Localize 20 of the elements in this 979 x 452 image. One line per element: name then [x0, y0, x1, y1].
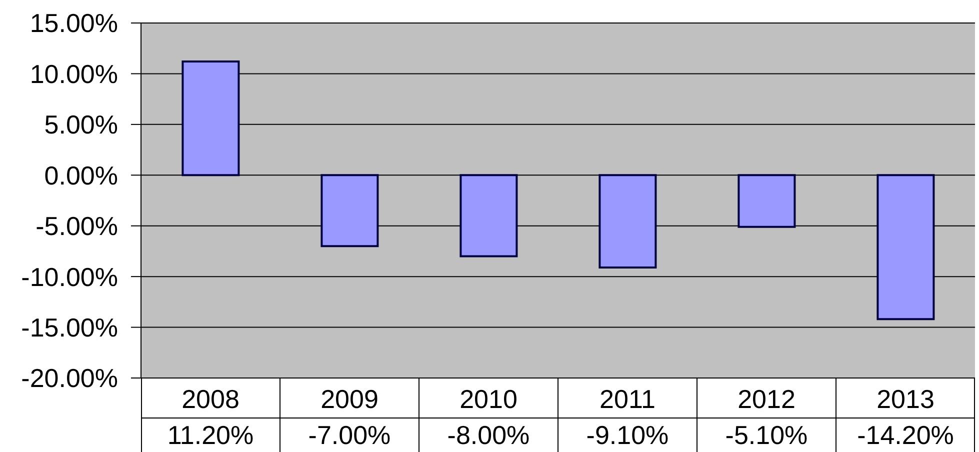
- x-tick-label: 2009: [320, 384, 378, 414]
- x-tick-label: 2008: [182, 384, 240, 414]
- y-tick-label: 0.00%: [44, 160, 118, 190]
- x-tick-label: 2010: [460, 384, 518, 414]
- x-tick-label: 2012: [738, 384, 796, 414]
- x-tick-label: 2011: [600, 384, 656, 414]
- data-label: -14.20%: [857, 420, 954, 450]
- data-label: -7.00%: [308, 420, 391, 450]
- y-tick-label: 10.00%: [30, 58, 118, 89]
- y-tick-label: -10.00%: [21, 262, 118, 292]
- data-label: -5.10%: [725, 420, 808, 450]
- y-tick-label: 15.00%: [30, 8, 118, 38]
- data-label: -8.00%: [447, 420, 530, 450]
- y-tick-label: -20.00%: [21, 363, 118, 394]
- y-tick-label: -5.00%: [36, 211, 118, 242]
- data-label: -9.10%: [586, 420, 669, 450]
- data-label: 11.20%: [167, 420, 254, 450]
- y-tick-label: 5.00%: [44, 110, 118, 140]
- y-tick-label: -15.00%: [21, 312, 118, 343]
- x-tick-label: 2013: [876, 384, 934, 414]
